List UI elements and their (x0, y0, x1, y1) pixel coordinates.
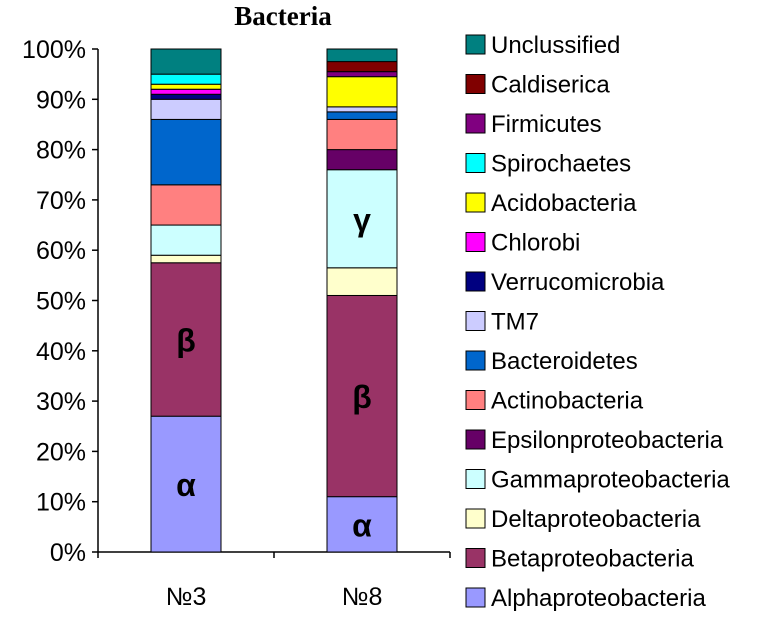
legend-label: Unclussified (491, 32, 620, 59)
bar-segment (150, 415, 222, 553)
legend-swatch (465, 350, 486, 371)
y-tick-label: 50% (36, 288, 86, 316)
legend: Unclussified Caldiserica Firmicutes Spiroch… (465, 32, 730, 612)
y-tick-label: 0% (50, 539, 86, 567)
bar-segment (326, 48, 398, 63)
bar-segment (150, 118, 222, 186)
legend-swatch (465, 587, 486, 608)
legend-label: Betaproteobacteria (491, 546, 694, 573)
bar-segment (150, 48, 222, 75)
legend-label: Gammaproteobacteria (491, 467, 730, 494)
bar-segment (150, 98, 222, 120)
x-category-label: №3 (166, 583, 207, 611)
bar-segment (150, 184, 222, 226)
y-tick-label: 90% (36, 86, 86, 114)
legend-label: Alphaproteobacteria (491, 585, 706, 612)
y-tick-label: 20% (36, 438, 86, 466)
legend-swatch (465, 34, 486, 55)
legend-label: Verrucomicrobia (491, 269, 665, 296)
bar-segment (326, 149, 398, 171)
x-axis: №3 №8 (166, 583, 383, 611)
bar-segment (150, 83, 222, 90)
bar-segment (150, 224, 222, 256)
legend-swatch (465, 508, 486, 529)
bar-segment (326, 496, 398, 553)
y-tick-label: 100% (22, 36, 86, 64)
legend-swatch (465, 429, 486, 450)
legend-label: Epsilonproteobacteria (491, 427, 724, 454)
segment-label: α (352, 507, 372, 543)
bar-segment (150, 73, 222, 85)
bars: α β α β γ (150, 48, 398, 553)
legend-swatch (465, 469, 486, 489)
bar-segment (150, 254, 222, 264)
y-axis: 0% 10% 20% 30% 40% 50% 60% 70% 80% 90% 100% (22, 36, 451, 567)
legend-label: Acidobacteria (491, 190, 637, 217)
legend-swatch (465, 271, 486, 292)
segment-label: γ (353, 202, 371, 238)
segment-label: α (176, 467, 196, 503)
bar-segment (150, 88, 222, 95)
legend-swatch (465, 232, 486, 252)
legend-label: Actinobacteria (491, 388, 644, 415)
segment-label: β (176, 322, 196, 358)
chart-title: Bacteria (234, 1, 332, 31)
legend-swatch (465, 113, 486, 134)
legend-label: Deltaproteobacteria (491, 506, 701, 533)
bar-segment (326, 267, 398, 296)
y-tick-label: 80% (36, 137, 86, 165)
legend-label: TM7 (491, 309, 539, 336)
bar-segment (326, 76, 398, 108)
y-tick-label: 60% (36, 237, 86, 265)
bar-segment (326, 294, 398, 498)
legend-swatch (465, 74, 486, 94)
legend-label: Bacteroidetes (491, 348, 638, 375)
x-category-label: №8 (342, 583, 383, 611)
y-tick-label: 40% (36, 338, 86, 366)
legend-swatch (465, 390, 486, 410)
legend-label: Chlorobi (491, 230, 580, 257)
bar-segment (150, 93, 222, 100)
y-tick-label: 70% (36, 187, 86, 215)
y-tick-label: 30% (36, 388, 86, 416)
legend-swatch (465, 153, 486, 173)
bar-segment (326, 61, 398, 73)
segment-label: β (352, 379, 372, 415)
bar-segment (326, 111, 398, 120)
legend-swatch (465, 192, 486, 213)
bar-segment (326, 106, 398, 113)
y-tick-label: 10% (36, 489, 86, 517)
legend-label: Spirochaetes (491, 151, 631, 178)
legend-swatch (465, 548, 486, 568)
bar-segment (326, 71, 398, 78)
bar-segment (150, 262, 222, 417)
bar-segment (326, 118, 398, 151)
legend-swatch (465, 311, 486, 331)
legend-label: Caldiserica (491, 72, 610, 99)
legend-label: Firmicutes (491, 111, 602, 138)
